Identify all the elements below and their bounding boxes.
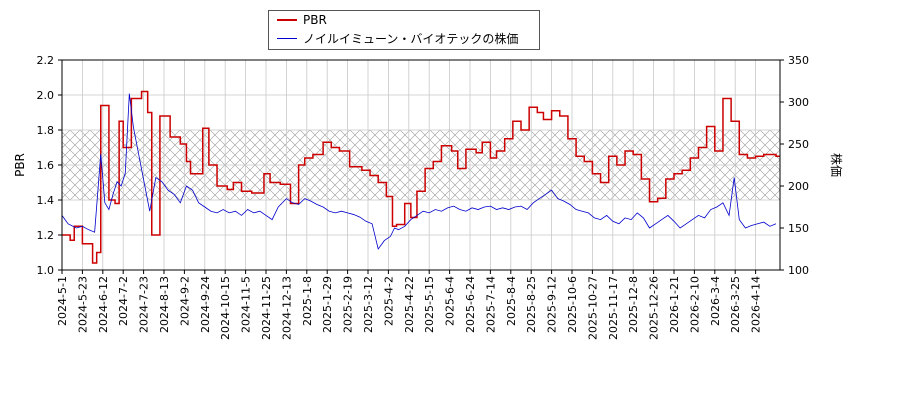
y-left-tick-label: 1.6 xyxy=(37,159,55,172)
x-tick-label: 2026-3-25 xyxy=(729,276,742,333)
y-right-tick-label: 150 xyxy=(788,222,809,235)
y-right-tick-label: 200 xyxy=(788,180,809,193)
x-tick-label: 2025-4-2 xyxy=(382,276,395,326)
x-tick-label: 2026-3-4 xyxy=(709,276,722,326)
y-left-tick-label: 1.0 xyxy=(37,264,55,277)
x-tick-label: 2024-11-5 xyxy=(240,276,253,333)
x-tick-label: 2024-5-1 xyxy=(56,276,69,326)
x-tick-label: 2024-12-13 xyxy=(280,276,293,340)
x-tick-label: 2025-5-15 xyxy=(423,276,436,333)
y-right-tick-label: 350 xyxy=(788,54,809,67)
x-tick-label: 2025-1-29 xyxy=(321,276,334,333)
legend-swatch-pbr xyxy=(277,19,297,21)
y-left-tick-label: 2.0 xyxy=(37,89,55,102)
x-tick-label: 2024-6-12 xyxy=(97,276,110,333)
x-tick-label: 2025-3-12 xyxy=(362,276,375,333)
y-left-tick-label: 1.4 xyxy=(37,194,55,207)
x-tick-label: 2024-10-15 xyxy=(219,276,232,340)
x-tick-label: 2025-4-22 xyxy=(403,276,416,333)
y-right-tick-label: 250 xyxy=(788,138,809,151)
x-tick-label: 2025-7-14 xyxy=(484,276,497,333)
x-tick-label: 2026-1-21 xyxy=(668,276,681,333)
y-left-tick-label: 1.2 xyxy=(37,229,55,242)
x-tick-label: 2025-11-17 xyxy=(607,276,620,340)
x-tick-label: 2025-9-12 xyxy=(546,276,559,333)
x-tick-label: 2025-8-4 xyxy=(505,276,518,326)
legend-item-stock-price: ノイルイミューン・バイオテックの株価 xyxy=(277,30,518,46)
legend-label-pbr: PBR xyxy=(303,13,327,27)
x-tick-label: 2024-7-2 xyxy=(117,276,130,326)
x-tick-label: 2025-12-8 xyxy=(627,276,640,333)
x-tick-label: 2025-2-19 xyxy=(342,276,355,333)
x-tick-label: 2025-10-6 xyxy=(566,276,579,333)
y-axis-left-title: PBR xyxy=(13,153,27,177)
x-tick-label: 2025-6-24 xyxy=(464,276,477,333)
x-tick-label: 2026-4-14 xyxy=(750,276,763,333)
x-tick-label: 2024-11-25 xyxy=(260,276,273,340)
series-lines xyxy=(62,90,780,264)
y-axis-right-title: 株価 xyxy=(829,153,844,177)
axis-ticks: 1.0 1.2 1.4 1.6 1.8 2.0 2.2 100 150 200 250 300 350 2… xyxy=(37,54,810,340)
legend-item-pbr: PBR xyxy=(277,12,327,28)
x-tick-label: 2024-7-23 xyxy=(138,276,151,333)
legend-swatch-stock-price xyxy=(277,37,297,39)
x-tick-label: 2024-8-13 xyxy=(158,276,171,333)
x-tick-label: 2024-9-2 xyxy=(178,276,191,326)
x-tick-label: 2025-1-8 xyxy=(301,276,314,326)
x-tick-label: 2024-5-23 xyxy=(76,276,89,333)
x-tick-label: 2025-10-27 xyxy=(586,276,599,340)
y-right-tick-label: 100 xyxy=(788,264,809,277)
y-right-tick-label: 300 xyxy=(788,96,809,109)
y-left-tick-label: 2.2 xyxy=(37,54,55,67)
legend-label-stock-price: ノイルイミューン・バイオテックの株価 xyxy=(303,31,519,46)
x-tick-label: 2025-8-25 xyxy=(525,276,538,333)
x-tick-label: 2025-6-4 xyxy=(444,276,457,326)
x-tick-label: 2026-2-10 xyxy=(688,276,701,333)
x-tick-label: 2025-12-26 xyxy=(648,276,661,340)
stock-price-line xyxy=(62,93,777,250)
legend: PBR ノイルイミューン・バイオテックの株価 xyxy=(268,10,540,50)
y-left-tick-label: 1.8 xyxy=(37,124,55,137)
x-tick-label: 2024-9-24 xyxy=(199,276,212,333)
